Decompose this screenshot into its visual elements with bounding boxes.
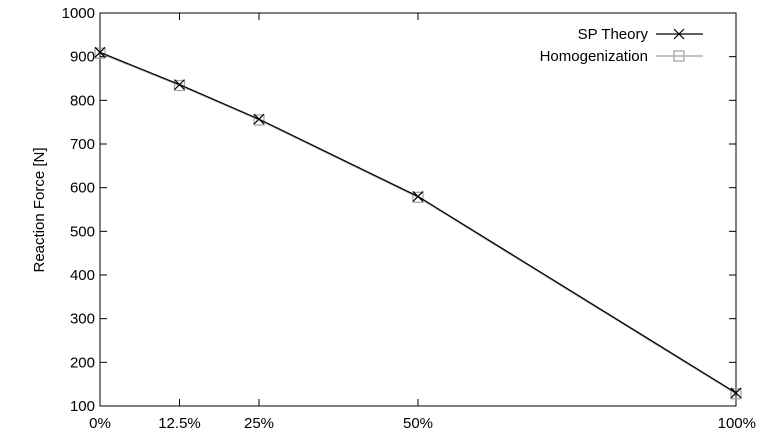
series-line-1 (99, 52, 737, 395)
y-tick-label: 500 (70, 223, 95, 240)
x-tick-label: 50% (403, 415, 433, 432)
y-tick-label: 800 (70, 92, 95, 109)
data-point (730, 387, 742, 399)
y-tick-label: 600 (70, 180, 95, 197)
y-tick-label: 400 (70, 267, 95, 284)
data-point (173, 79, 186, 92)
y-tick-label: 100 (70, 398, 95, 415)
marker-stroke (412, 190, 424, 202)
legend-label: Homogenization (540, 48, 648, 65)
x-tick-label: 0% (89, 415, 111, 432)
y-tick-label: 300 (70, 311, 95, 328)
marker-stroke (94, 46, 106, 58)
marker-stroke (253, 113, 265, 125)
marker-stroke (730, 387, 742, 399)
data-point (253, 114, 265, 126)
x-tick-label: 12.5% (158, 415, 201, 432)
x-tick-label: 25% (244, 415, 274, 432)
data-point (253, 113, 265, 125)
y-axis-label: Reaction Force [N] (31, 147, 48, 272)
marker-stroke (673, 28, 685, 40)
data-point (730, 388, 742, 400)
plot-frame (99, 12, 737, 407)
data-point (94, 47, 106, 59)
data-point (94, 46, 106, 58)
legend-marker (673, 50, 685, 62)
y-tick-label: 200 (70, 354, 95, 371)
data-point (412, 191, 424, 203)
data-point (412, 190, 424, 202)
legend-label: SP Theory (578, 26, 649, 43)
y-tick-label: 1000 (62, 5, 95, 22)
y-tick-label: 900 (70, 49, 95, 66)
legend: SP Theory Homogenization (540, 26, 703, 65)
marker-stroke (174, 79, 185, 91)
legend-marker (673, 28, 685, 40)
y-tick-label: 700 (70, 136, 95, 153)
plot-area: 100 200 300 400 500 600 700 800 900 1000 0% 12.5% 25… (62, 5, 756, 432)
series-line-0 (99, 51, 737, 394)
x-tick-label: 100% (718, 415, 756, 432)
data-point (174, 79, 185, 91)
